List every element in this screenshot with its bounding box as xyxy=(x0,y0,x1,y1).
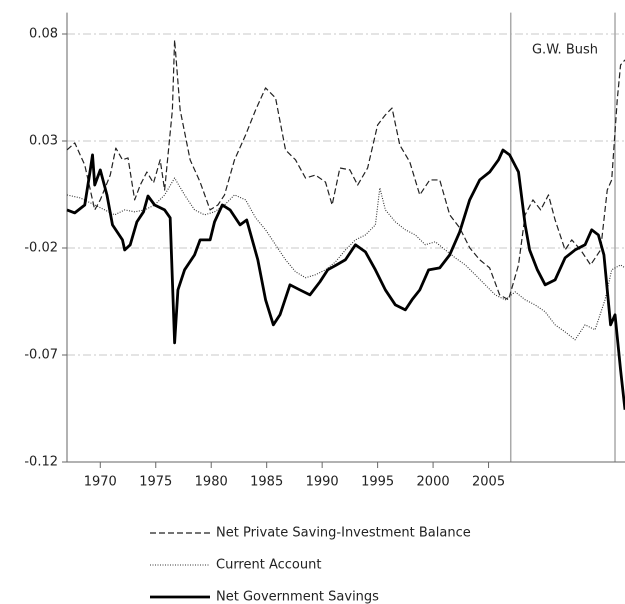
y-tick-label: 0.08 xyxy=(29,27,58,42)
x-tick-label: 1970 xyxy=(84,475,117,490)
series-line xyxy=(66,148,625,410)
x-tick-label: 2000 xyxy=(417,475,450,490)
x-tick-label: 1980 xyxy=(195,475,228,490)
x-tick-label: 1985 xyxy=(250,475,283,490)
y-tick-label: -0.02 xyxy=(24,241,58,256)
x-tick-label: 1975 xyxy=(139,475,172,490)
x-tick-label: 1995 xyxy=(361,475,394,490)
series-line xyxy=(66,177,625,341)
y-tick-label: -0.12 xyxy=(24,455,58,470)
legend-label: Net Private Saving-Investment Balance xyxy=(216,526,471,541)
y-tick-label: -0.07 xyxy=(24,348,58,363)
legend-label: Current Account xyxy=(216,558,321,573)
x-tick-label: 1990 xyxy=(306,475,339,490)
legend-label: Net Government Savings xyxy=(216,590,379,604)
annotation: G.W. Bush xyxy=(532,43,598,58)
x-tick-label: 2005 xyxy=(472,475,505,490)
series-line xyxy=(66,39,625,301)
y-tick-label: 0.03 xyxy=(29,134,58,149)
